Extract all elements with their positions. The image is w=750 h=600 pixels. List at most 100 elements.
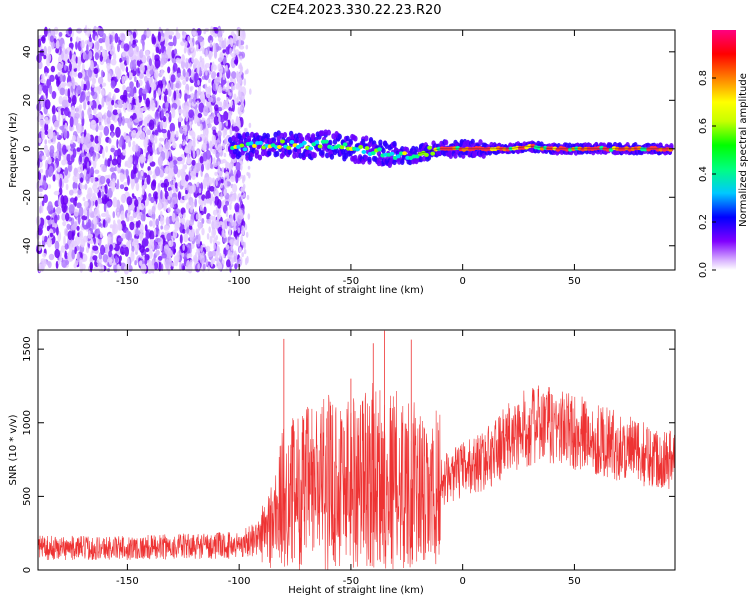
noise-cell <box>38 224 44 230</box>
noise-cell <box>44 144 48 154</box>
noise-cell <box>167 66 171 74</box>
noise-cell <box>116 263 121 273</box>
ridge-cell <box>310 133 316 140</box>
noise-cell <box>106 109 112 118</box>
noise-cell <box>133 64 137 72</box>
noise-cell <box>199 55 203 63</box>
noise-cell <box>153 191 159 200</box>
noise-cell <box>165 258 170 270</box>
noise-cell <box>74 196 78 202</box>
noise-cell <box>199 213 202 222</box>
noise-cell <box>127 117 133 129</box>
noise-cell <box>112 211 116 219</box>
noise-cell <box>67 88 71 99</box>
noise-cell <box>214 27 219 35</box>
noise-cell <box>63 177 69 184</box>
noise-cell <box>47 156 52 165</box>
noise-cell <box>214 104 219 112</box>
ridge-cell <box>302 140 307 145</box>
noise-cell <box>239 62 242 70</box>
noise-cell <box>60 245 65 253</box>
noise-cell <box>182 79 187 86</box>
noise-cell <box>212 177 215 183</box>
ridge-cell <box>314 140 320 145</box>
noise-cell <box>67 230 74 241</box>
noise-cell <box>160 109 164 119</box>
noise-cell <box>132 140 136 147</box>
noise-cell <box>167 250 173 257</box>
noise-cell <box>196 47 199 52</box>
noise-cell <box>189 232 193 238</box>
noise-cell <box>152 64 156 73</box>
noise-cell <box>245 231 249 238</box>
noise-cell <box>54 214 58 224</box>
noise-cell <box>171 137 176 143</box>
noise-cell <box>93 207 100 219</box>
noise-cell <box>52 131 56 142</box>
noise-cell <box>85 79 90 91</box>
noise-cell <box>47 184 52 189</box>
noise-cell <box>221 105 225 110</box>
noise-cell <box>109 34 112 45</box>
noise-cell <box>114 33 119 44</box>
noise-cell <box>121 63 125 72</box>
noise-cell <box>220 182 223 189</box>
noise-cell <box>198 86 202 94</box>
noise-cell <box>219 101 223 108</box>
noise-cell <box>211 228 216 239</box>
noise-cell <box>189 139 192 148</box>
noise-cell <box>229 203 232 211</box>
noise-cell <box>119 184 125 190</box>
noise-cell <box>183 171 187 176</box>
noise-cell <box>94 143 101 152</box>
noise-cell <box>140 263 147 274</box>
ridge-cell <box>265 133 270 139</box>
noise-cell <box>80 135 84 145</box>
noise-cell <box>176 72 182 78</box>
noise-cell <box>221 229 225 238</box>
noise-cell <box>247 165 251 170</box>
noise-cell <box>55 47 59 54</box>
noise-cell <box>140 214 146 222</box>
noise-cell <box>67 165 72 171</box>
noise-cell <box>154 237 161 243</box>
noise-cell <box>49 232 54 238</box>
noise-cell <box>167 186 172 192</box>
noise-cell <box>117 99 124 105</box>
colorbar-label: Normalized spectral amplitude <box>738 73 749 227</box>
noise-cell <box>163 244 170 253</box>
noise-cell <box>217 57 223 63</box>
noise-cell <box>164 149 170 160</box>
noise-cell <box>189 87 193 92</box>
noise-cell <box>245 44 249 50</box>
noise-cell <box>44 116 49 125</box>
noise-cell <box>69 189 74 196</box>
ridge-cell <box>478 139 483 146</box>
noise-cell <box>149 151 153 157</box>
noise-cell <box>147 209 153 217</box>
noise-cell <box>207 162 210 170</box>
noise-cell <box>157 156 163 167</box>
ridge-cell <box>317 144 323 149</box>
noise-cell <box>202 151 208 162</box>
noise-cell <box>222 259 225 265</box>
noise-cell <box>75 56 78 64</box>
noise-cell <box>233 250 237 257</box>
noise-cell <box>120 33 126 42</box>
noise-cell <box>159 121 164 130</box>
noise-cell <box>100 212 107 218</box>
noise-cell <box>44 217 47 228</box>
noise-cell <box>168 31 175 36</box>
noise-cell <box>155 46 160 54</box>
noise-cell <box>43 46 47 56</box>
noise-cell <box>125 229 131 241</box>
x-tick-label: -100 <box>228 276 251 287</box>
noise-cell <box>111 158 118 166</box>
noise-cell <box>109 49 116 56</box>
noise-cell <box>141 88 148 95</box>
noise-cell <box>52 174 56 182</box>
noise-cell <box>185 41 188 47</box>
noise-cell <box>246 194 250 200</box>
noise-cell <box>215 235 218 241</box>
ridge-cell <box>271 137 277 144</box>
